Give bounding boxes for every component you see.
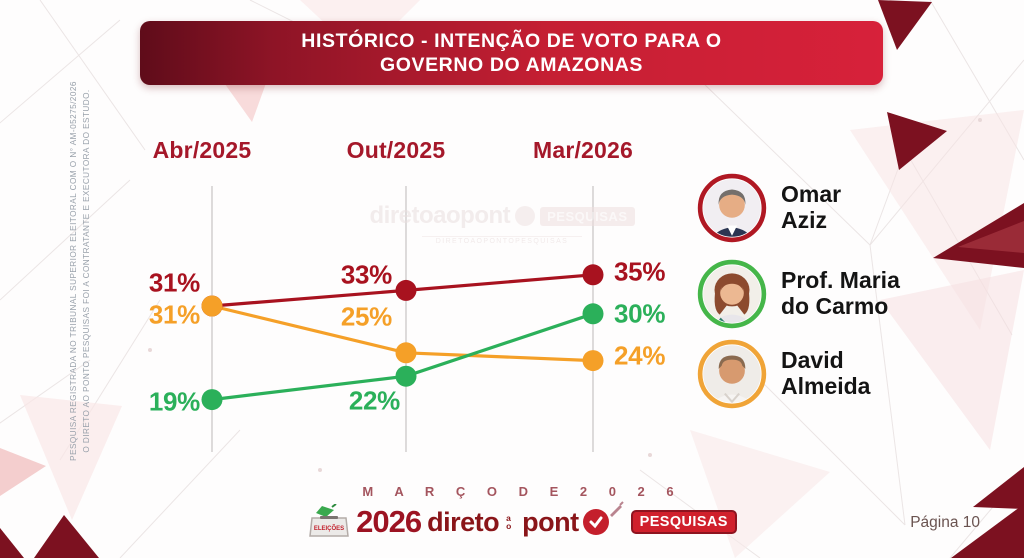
david-photo [697, 339, 767, 409]
data-point-s1-c2 [582, 350, 604, 372]
legend-name-david: David Almeida [781, 347, 871, 399]
value-label-s2-c1: 22% [348, 385, 400, 416]
legend-item-omar: Omar Aziz [696, 172, 841, 244]
legend-name-maria: Prof. Maria do Carmo [781, 267, 900, 319]
value-label-s1-c0: 31% [148, 299, 200, 330]
title-banner: HISTÓRICO - INTENÇÃO DE VOTO PARA O GOVE… [140, 21, 883, 85]
logo-badge-pesquisas: PESQUISAS [630, 510, 737, 534]
category-label-1: Out/2025 [346, 137, 446, 163]
pen-icon [607, 500, 625, 523]
logo-check-icon [582, 509, 609, 535]
logo-brand-pont: pont [522, 506, 579, 537]
data-point-s2-c0 [201, 389, 223, 411]
value-label-s0-c0: 31% [148, 267, 200, 298]
page-number: Página 10 [910, 514, 980, 531]
maria-photo [697, 259, 767, 329]
data-point-s1-c0 [201, 295, 223, 317]
data-point-s1-c1 [395, 342, 417, 364]
logo-brand-ao: ao [506, 512, 512, 531]
data-point-s2-c2 [582, 303, 604, 325]
data-point-s0-c2 [582, 264, 604, 286]
ballot-box-icon: ELEIÇÕES [309, 504, 349, 537]
value-label-s0-c2: 35% [614, 256, 666, 287]
omar-photo [697, 173, 767, 243]
title-line-1: HISTÓRICO - INTENÇÃO DE VOTO PARA O [301, 29, 722, 52]
legend-item-david: David Almeida [696, 338, 870, 410]
value-label-s0-c1: 33% [340, 259, 392, 290]
footer-date: M A R Ç O D E 2 0 2 6 [362, 484, 683, 499]
category-label-0: Abr/2025 [152, 137, 252, 163]
watermark-brand: diretoaopont [369, 202, 511, 229]
value-label-s2-c0: 19% [148, 386, 200, 417]
watermark-subtext: DIRETOAOPONTOPESQUISAS [421, 236, 583, 245]
legend-item-maria: Prof. Maria do Carmo [696, 258, 900, 330]
watermark: diretoaopont PESQUISAS DIRETOAOPONTOPESQ… [352, 202, 652, 248]
data-point-s0-c1 [395, 279, 417, 301]
value-label-s1-c2: 24% [614, 340, 666, 371]
logo-brand-direto: direto [427, 506, 500, 537]
footer-logo: ELEIÇÕES 2026 direto ao pont PESQUISAS [150, 500, 895, 540]
category-label-2: Mar/2026 [532, 137, 634, 163]
watermark-badge: PESQUISAS [540, 206, 635, 226]
data-point-s2-c1 [395, 365, 417, 387]
watermark-check-icon [515, 206, 536, 226]
value-label-s2-c2: 30% [614, 298, 666, 329]
svg-text:ELEIÇÕES: ELEIÇÕES [314, 525, 344, 532]
value-label-s1-c1: 25% [340, 301, 392, 332]
logo-year: 2026 [356, 504, 422, 539]
legend-name-omar: Omar Aziz [781, 181, 842, 233]
title-line-2: GOVERNO DO AMAZONAS [379, 54, 644, 76]
